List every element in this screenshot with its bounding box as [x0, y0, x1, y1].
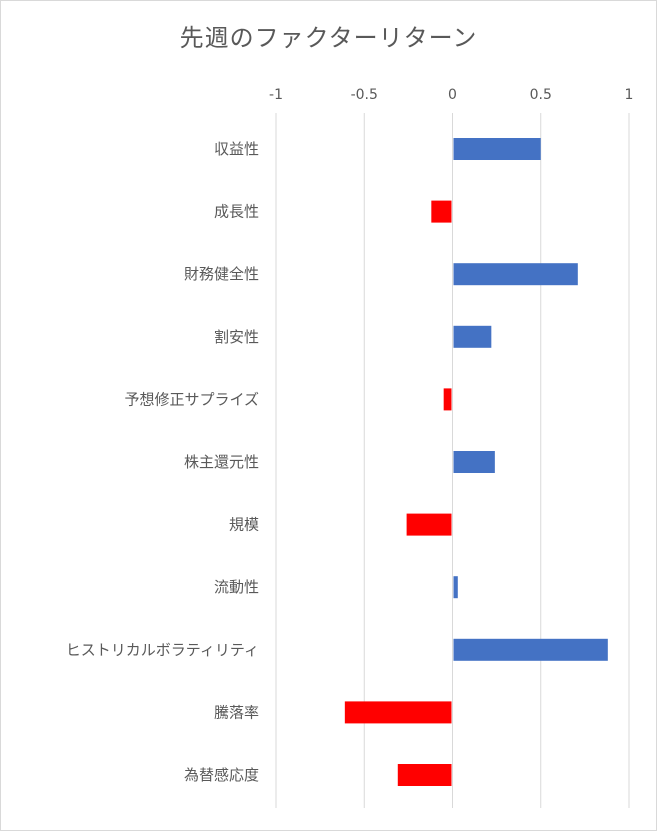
- bar: [453, 638, 608, 661]
- x-tick-label: 0: [448, 87, 457, 103]
- grid-lines: [275, 113, 630, 808]
- category-label: 収益性: [214, 140, 259, 158]
- bar: [443, 388, 452, 411]
- category-label: 財務健全性: [184, 265, 259, 283]
- category-label: 規模: [229, 516, 259, 534]
- category-label: 為替感応度: [184, 766, 259, 784]
- x-tick-label: -0.5: [351, 87, 378, 103]
- bar: [431, 200, 452, 223]
- category-label: 騰落率: [214, 703, 259, 721]
- bar: [453, 451, 495, 473]
- x-tick-label: -1: [269, 87, 283, 103]
- category-label: ヒストリカルボラティリティ: [66, 641, 259, 659]
- bar: [406, 513, 452, 536]
- bar: [453, 576, 458, 599]
- category-label: 予想修正サプライズ: [124, 390, 259, 408]
- category-label: 割安性: [214, 328, 259, 346]
- x-tick-labels: -1 -0.5 0 0.5 1: [269, 87, 633, 103]
- x-tick-label: 1: [625, 87, 634, 103]
- category-label: 成長性: [214, 203, 259, 221]
- category-label: 流動性: [214, 578, 259, 596]
- bar: [453, 263, 578, 286]
- bar: [453, 325, 492, 348]
- category-labels: 収益性成長性財務健全性割安性予想修正サプライズ株主還元性規模流動性ヒストリカルボ…: [66, 140, 259, 784]
- bar: [397, 764, 452, 786]
- chart-title: 先週のファクターリターン: [179, 24, 478, 52]
- bar: [344, 701, 452, 724]
- bar: [453, 138, 541, 160]
- category-label: 株主還元性: [184, 453, 259, 471]
- x-tick-label: 0.5: [530, 87, 552, 103]
- bars: [344, 138, 608, 786]
